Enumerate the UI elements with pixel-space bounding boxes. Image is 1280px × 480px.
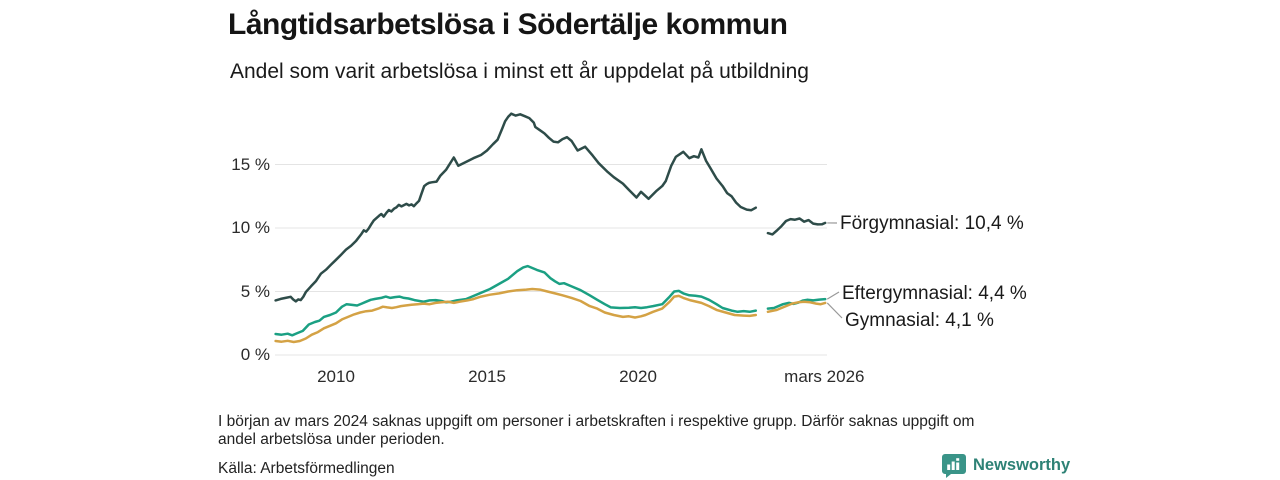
series-line-gymnasial-seg1 bbox=[766, 300, 827, 314]
series-line-eftergymnasial-seg0 bbox=[274, 264, 758, 337]
series-end-label-forgymnasial: Förgymnasial: 10,4 % bbox=[840, 213, 1024, 234]
newsworthy-branding: Newsworthy bbox=[941, 453, 1070, 478]
y-tick-label-0: 0 % bbox=[240, 345, 270, 364]
y-tick-label-15: 15 % bbox=[231, 154, 270, 174]
newsworthy-logo-text: Newsworthy bbox=[973, 456, 1071, 474]
y-tick-label-10: 10 % bbox=[231, 218, 270, 237]
series-line-förgymnasial-seg0 bbox=[274, 112, 758, 303]
series-line-förgymnasial-seg1 bbox=[766, 217, 827, 236]
series-end-label-gymnasial: Gymnasial: 4,1 % bbox=[845, 310, 994, 331]
footnote-line-1: I början av mars 2024 saknas uppgift om … bbox=[218, 413, 975, 430]
leader-line-eftergymnasial bbox=[826, 291, 840, 300]
series-end-label-eftergymnasial: Eftergymnasial: 4,4 % bbox=[842, 283, 1027, 304]
footnote-line-2: andel arbetslösa under perioden. bbox=[218, 431, 445, 448]
footnote: I början av mars 2024 saknas uppgift om … bbox=[218, 413, 1058, 449]
x-tick-label-2010: 2010 bbox=[317, 367, 355, 386]
source-credit: Källa: Arbetsförmedlingen bbox=[218, 460, 395, 477]
x-tick-label-2015: 2015 bbox=[468, 367, 506, 386]
series-line-gymnasial-seg0 bbox=[274, 287, 758, 344]
leader-line-gymnasial bbox=[826, 302, 843, 319]
chart-subtitle: Andel som varit arbetslösa i minst ett å… bbox=[230, 60, 809, 83]
x-tick-label-2020: 2020 bbox=[619, 367, 657, 386]
page-title: Långtidsarbetslösa i Södertälje kommun bbox=[228, 8, 788, 41]
y-tick-label-5: 5 % bbox=[240, 281, 270, 301]
newsworthy-logo-icon bbox=[942, 454, 966, 478]
x-tick-label-mars-2026: mars 2026 bbox=[784, 367, 865, 386]
